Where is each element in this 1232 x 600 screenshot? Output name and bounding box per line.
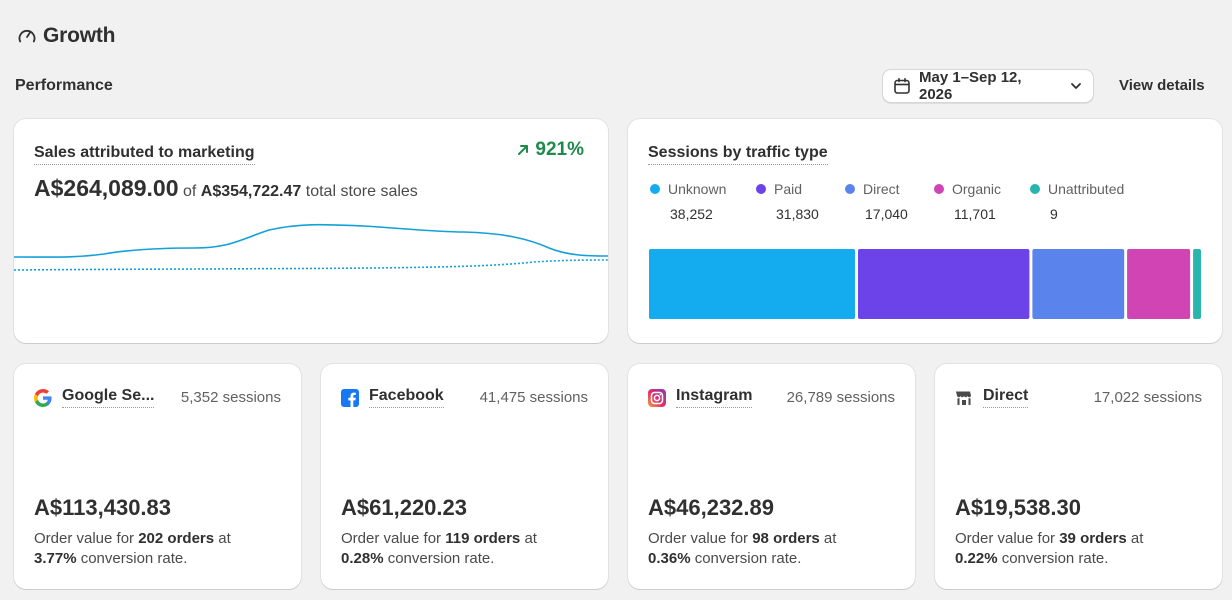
source-sessions: 5,352 sessions: [180, 389, 281, 406]
legend-label: Paid: [774, 181, 803, 197]
page-header: Growth: [17, 24, 115, 48]
source-conversion-rate: 3.77%: [34, 550, 77, 567]
calendar-icon: [893, 77, 911, 95]
google-icon: [34, 388, 52, 407]
legend-label: Unknown: [668, 181, 727, 197]
legend-dot: [756, 184, 766, 194]
sales-previous-line: [14, 259, 608, 271]
legend-dot: [845, 184, 855, 194]
date-range-button[interactable]: May 1–Sep 12, 2026: [882, 69, 1094, 103]
legend-value: 17,040: [865, 206, 908, 222]
legend-dot: [650, 184, 660, 194]
traffic-legend: Unknown 38,252 Paid 31,830 Direct 17,040…: [650, 181, 1210, 231]
growth-badge: 921%: [517, 139, 584, 161]
source-description: Order value for 98 orders at 0.36% conver…: [648, 529, 898, 569]
source-conversion-rate: 0.22%: [955, 550, 998, 567]
instagram-icon: [648, 388, 666, 407]
arrow-up-right-icon: [517, 144, 529, 156]
desc-suffix: conversion rate.: [997, 550, 1109, 567]
desc-mid: at: [520, 530, 537, 547]
performance-label: Performance: [15, 77, 113, 94]
legend-label: Organic: [952, 181, 1002, 197]
desc-prefix: Order value for: [341, 530, 446, 547]
sales-summary: A$264,089.00 of A$354,722.47 total store…: [34, 175, 418, 202]
legend-item-organic: Organic 11,701: [934, 181, 1001, 222]
source-orders: 98 orders: [752, 530, 820, 547]
desc-suffix: conversion rate.: [690, 550, 802, 567]
source-card-direct[interactable]: Direct 17,022 sessions A$19,538.30 Order…: [935, 364, 1222, 589]
traffic-bar-segment-unknown[interactable]: [649, 249, 855, 319]
legend-item-paid: Paid 31,830: [756, 181, 819, 222]
desc-prefix: Order value for: [648, 530, 753, 547]
source-conversion-rate: 0.36%: [648, 550, 691, 567]
view-details-button[interactable]: View details: [1119, 77, 1205, 94]
desc-mid: at: [1126, 530, 1144, 547]
sessions-card-title[interactable]: Sessions by traffic type: [648, 144, 828, 165]
source-order-value: A$61,220.23: [341, 495, 467, 520]
source-name[interactable]: Direct: [983, 387, 1029, 408]
sales-current-line: [14, 223, 608, 258]
source-order-value: A$113,430.83: [34, 495, 172, 520]
source-card-instagram[interactable]: Instagram 26,789 sessions A$46,232.89 Or…: [628, 364, 915, 589]
legend-item-direct: Direct 17,040: [845, 181, 908, 222]
source-sessions: 17,022 sessions: [1093, 389, 1202, 406]
desc-mid: at: [214, 530, 231, 547]
source-description: Order value for 202 orders at 3.77% conve…: [34, 529, 284, 569]
growth-value: 921%: [535, 139, 584, 160]
desc-prefix: Order value for: [34, 530, 139, 547]
source-order-value: A$46,232.89: [648, 495, 774, 520]
legend-value: 9: [1050, 206, 1058, 222]
source-name[interactable]: Instagram: [676, 387, 753, 408]
legend-item-unattributed: Unattributed 9: [1030, 181, 1124, 222]
source-orders: 202 orders: [138, 530, 215, 547]
storefront-icon: [955, 389, 973, 407]
source-orders: 39 orders: [1059, 530, 1127, 547]
sales-sparkline: [14, 223, 608, 271]
gauge-icon: [17, 26, 37, 46]
legend-label: Unattributed: [1048, 181, 1125, 197]
sales-total: A$354,722.47: [200, 183, 302, 200]
source-sessions: 26,789 sessions: [786, 389, 895, 406]
source-name[interactable]: Facebook: [369, 387, 444, 408]
sessions-by-traffic-card[interactable]: Sessions by traffic type Unknown 38,252 …: [628, 119, 1222, 343]
desc-mid: at: [819, 530, 837, 547]
traffic-bar-segment-direct[interactable]: [1032, 249, 1125, 319]
facebook-icon: [341, 388, 359, 407]
source-name[interactable]: Google Se...: [62, 387, 155, 408]
source-order-value: A$19,538.30: [955, 495, 1081, 520]
legend-value: 11,701: [954, 206, 996, 222]
legend-value: 31,830: [776, 206, 819, 222]
legend-dot: [1030, 184, 1040, 194]
source-sessions: 41,475 sessions: [479, 389, 588, 406]
sales-attributed-card[interactable]: Sales attributed to marketing 921% A$264…: [14, 119, 608, 343]
desc-suffix: conversion rate.: [76, 550, 188, 567]
sales-amount: A$264,089.00: [34, 175, 179, 201]
date-range-label: May 1–Sep 12, 2026: [919, 69, 1022, 103]
traffic-bar-segment-organic[interactable]: [1127, 249, 1191, 319]
sales-of-text: of: [182, 183, 197, 200]
legend-label: Direct: [863, 181, 900, 197]
desc-suffix: conversion rate.: [383, 550, 495, 567]
sales-card-title[interactable]: Sales attributed to marketing: [34, 144, 255, 165]
legend-item-unknown: Unknown 38,252: [650, 181, 726, 222]
sales-total-suffix: total store sales: [305, 183, 418, 200]
source-description: Order value for 39 orders at 0.22% conver…: [955, 529, 1205, 569]
page-title: Growth: [43, 24, 116, 47]
source-card-facebook[interactable]: Facebook 41,475 sessions A$61,220.23 Ord…: [321, 364, 608, 589]
source-card-google[interactable]: Google Se... 5,352 sessions A$113,430.83…: [14, 364, 301, 589]
source-conversion-rate: 0.28%: [341, 550, 384, 567]
legend-dot: [934, 184, 944, 194]
chevron-down-icon: [1069, 79, 1083, 93]
traffic-bar-segment-unattributed[interactable]: [1193, 249, 1201, 319]
legend-value: 38,252: [670, 206, 713, 222]
desc-prefix: Order value for: [955, 530, 1060, 547]
source-description: Order value for 119 orders at 0.28% conve…: [341, 529, 591, 569]
traffic-stacked-bar[interactable]: [649, 249, 1201, 319]
traffic-bar-segment-paid[interactable]: [858, 249, 1030, 319]
source-orders: 119 orders: [445, 530, 521, 547]
